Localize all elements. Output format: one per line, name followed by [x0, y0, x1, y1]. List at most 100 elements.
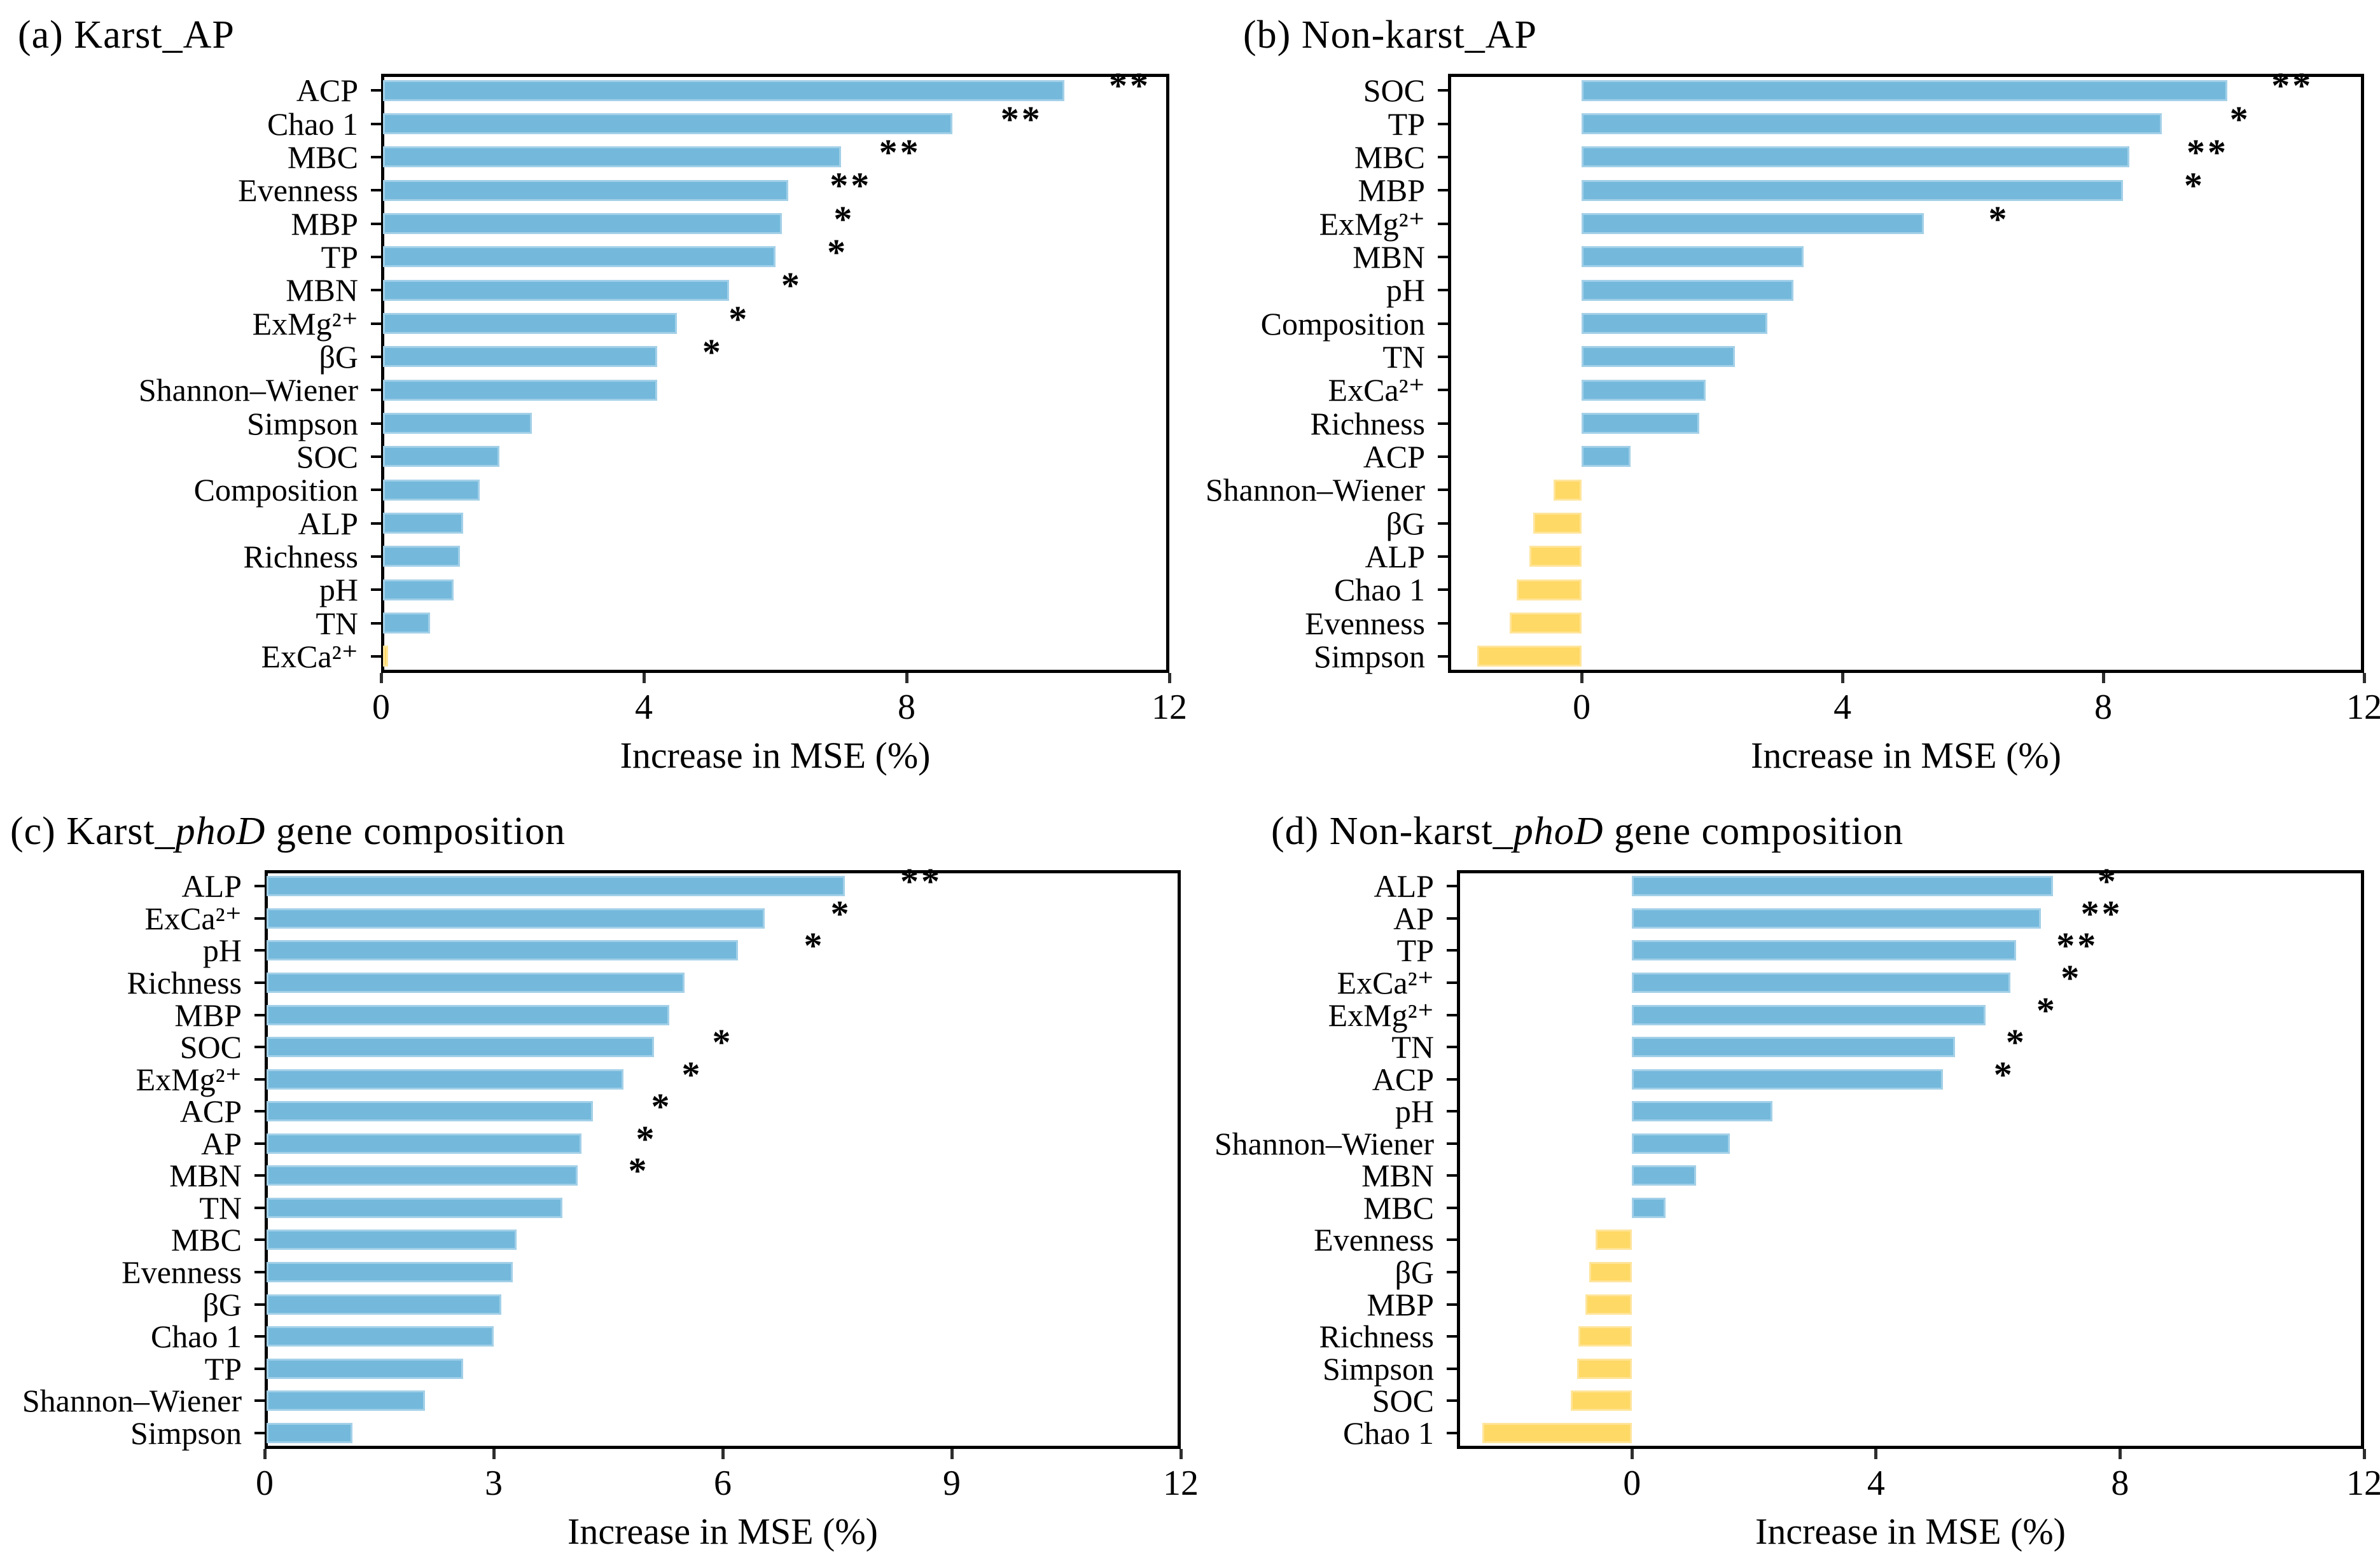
bar-positive [267, 1197, 562, 1218]
bar-positive [267, 1326, 494, 1347]
x-tick-label: 0 [372, 688, 390, 727]
x-tick-label: 0 [256, 1464, 274, 1503]
x-axis-tick [1179, 1449, 1183, 1459]
x-tick-label: 4 [1867, 1464, 1885, 1503]
bar-negative [383, 646, 388, 667]
significance-stars: ** [2271, 65, 2314, 107]
category-label: Chao 1 [1333, 572, 1425, 608]
bar-positive [1632, 1165, 1696, 1186]
y-axis-tick [254, 1110, 265, 1113]
category-label: TN [316, 605, 358, 641]
x-axis-tick [642, 673, 646, 683]
plot-frame [1457, 870, 2364, 1449]
category-label: Simpson [130, 1415, 242, 1451]
category-label: ExMg²⁺ [252, 305, 358, 342]
bar-positive [267, 940, 738, 961]
y-axis-tick [1438, 322, 1448, 325]
category-label: Richness [127, 964, 242, 1001]
bar-positive [383, 513, 464, 534]
y-axis-tick [1438, 422, 1448, 425]
plot-frame [381, 74, 1169, 673]
bar-positive [1632, 940, 2017, 961]
y-axis-tick [254, 1367, 265, 1370]
y-axis-tick [371, 322, 381, 325]
category-label: TP [1388, 106, 1425, 142]
x-axis-tick [721, 1449, 725, 1459]
x-tick-label: 4 [1834, 688, 1852, 727]
bar-positive [267, 1230, 517, 1251]
x-axis-tick [379, 673, 383, 683]
category-label: Evenness [122, 1254, 242, 1290]
category-label: Shannon–Wiener [22, 1383, 242, 1419]
category-label: SOC [179, 1029, 242, 1065]
bar-negative [1529, 546, 1582, 567]
bar-positive [383, 579, 454, 600]
bar-positive [1632, 1069, 1944, 1090]
significance-stars: * [2229, 98, 2251, 140]
category-label: TP [321, 239, 358, 275]
significance-stars: * [2061, 957, 2082, 999]
x-axis-tick [1167, 673, 1171, 683]
bar-positive [383, 80, 1064, 101]
panel-d-title: (d) Non-karst_phoD gene composition [1271, 809, 1903, 854]
bar-positive [1582, 413, 1699, 434]
y-axis-tick [1447, 1238, 1457, 1242]
y-axis-tick [1438, 655, 1448, 658]
y-axis-tick [1438, 155, 1448, 158]
bar-positive [1582, 313, 1768, 334]
significance-stars: * [2036, 989, 2057, 1031]
y-axis-tick [1447, 1270, 1457, 1273]
category-label: MBC [287, 139, 358, 175]
plot-frame [1448, 74, 2364, 673]
x-axis-tick [1841, 673, 1844, 683]
category-label: ACP [1363, 438, 1425, 475]
title-segment: (c) Karst_ [10, 810, 176, 853]
bar-positive [267, 1390, 425, 1411]
category-label: βG [1395, 1254, 1434, 1290]
category-label: ExCa²⁺ [1328, 372, 1425, 408]
x-tick-label: 0 [1573, 688, 1591, 727]
bar-positive [383, 379, 657, 401]
x-tick-label: 0 [1623, 1464, 1641, 1503]
bar-positive [383, 213, 782, 234]
significance-stars: ** [900, 861, 942, 903]
category-label: TP [1396, 932, 1434, 969]
y-axis-tick [254, 1431, 265, 1434]
y-axis-tick [1438, 522, 1448, 525]
y-axis-tick [371, 355, 381, 358]
y-axis-tick [371, 122, 381, 125]
category-label: ExMg²⁺ [1328, 997, 1434, 1033]
category-label: ExCa²⁺ [1337, 964, 1434, 1001]
bar-negative [1571, 1390, 1632, 1411]
x-tick-label: 3 [485, 1464, 503, 1503]
category-label: AP [1393, 900, 1434, 936]
title-segment: (b) Non-karst_AP [1243, 13, 1537, 57]
category-label: ACP [179, 1093, 242, 1130]
category-label: Chao 1 [150, 1319, 242, 1355]
significance-stars: * [712, 1022, 734, 1064]
panel-c-x-axis-label: Increase in MSE (%) [567, 1511, 878, 1552]
x-axis-tick [1580, 673, 1583, 683]
significance-stars: * [833, 198, 855, 240]
bar-positive [267, 1358, 463, 1379]
category-label: ExCa²⁺ [144, 900, 242, 936]
bar-negative [1578, 1326, 1632, 1347]
category-label: Evenness [1305, 605, 1425, 641]
plot-frame [265, 870, 1181, 1449]
bar-positive [1632, 908, 2041, 929]
category-label: Shannon–Wiener [138, 372, 358, 408]
significance-stars: ** [830, 165, 872, 207]
category-label: TN [199, 1189, 242, 1226]
y-axis-tick [371, 89, 381, 92]
category-label: pH [1395, 1093, 1434, 1130]
category-label: Evenness [238, 172, 358, 209]
y-axis-tick [371, 555, 381, 558]
y-axis-tick [371, 655, 381, 658]
significance-stars: * [2184, 165, 2206, 207]
y-axis-tick [1447, 1110, 1457, 1113]
significance-stars: * [728, 298, 750, 340]
bar-negative [1589, 1261, 1632, 1282]
bar-positive [383, 179, 789, 201]
significance-stars: * [2097, 861, 2119, 903]
